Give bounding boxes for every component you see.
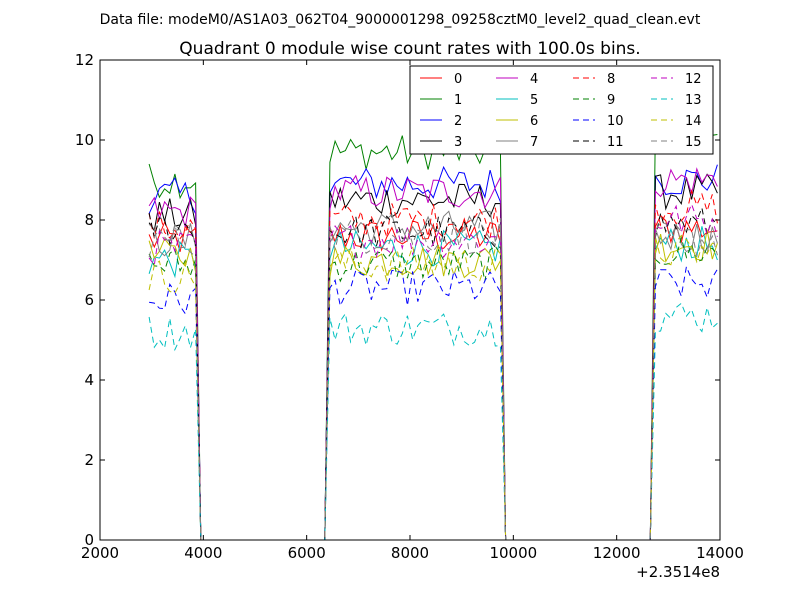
series-line-0: [148, 214, 718, 541]
series-line-3: [148, 173, 718, 541]
series-line-14: [148, 234, 718, 541]
x-tick-label: 12000: [593, 544, 641, 562]
x-offset-label: +2.3514e8: [636, 563, 720, 581]
y-tick-label: 10: [75, 131, 94, 149]
series-line-2: [148, 164, 718, 541]
series-line-9: [148, 235, 718, 541]
series-line-10: [149, 264, 718, 541]
legend-label-11: 11: [607, 135, 624, 150]
series-line-11: [148, 206, 718, 541]
legend-label-7: 7: [530, 135, 538, 150]
y-tick-label: 8: [84, 211, 94, 229]
x-tick-label: 2000: [81, 544, 119, 562]
legend-label-4: 4: [530, 72, 538, 87]
x-tick-label: 14000: [696, 544, 744, 562]
y-tick-label: 12: [75, 51, 94, 69]
y-tick-label: 0: [84, 531, 94, 549]
legend-box: [409, 65, 714, 155]
legend-label-8: 8: [607, 72, 615, 87]
series-line-13: [148, 302, 718, 541]
legend-label-5: 5: [530, 93, 538, 108]
legend-label-2: 2: [454, 114, 462, 129]
legend-label-10: 10: [607, 114, 624, 129]
legend-label-6: 6: [530, 114, 538, 129]
legend-label-13: 13: [685, 93, 702, 108]
legend-label-3: 3: [454, 135, 462, 150]
suptitle: Data file: modeM0/AS1A03_062T04_90000012…: [100, 12, 701, 28]
legend-label-14: 14: [685, 114, 702, 129]
legend-label-9: 9: [607, 93, 615, 108]
x-tick-label: 6000: [288, 544, 326, 562]
legend-label-0: 0: [454, 72, 462, 87]
legend-label-15: 15: [685, 135, 702, 150]
legend-label-12: 12: [685, 72, 702, 87]
legend-label-1: 1: [454, 93, 462, 108]
series-lines: [148, 116, 718, 541]
chart-title: Quadrant 0 module wise count rates with …: [179, 39, 640, 59]
y-tick-label: 4: [84, 371, 94, 389]
series-line-12: [148, 202, 718, 541]
x-tick-label: 10000: [489, 544, 537, 562]
y-tick-label: 6: [84, 291, 94, 309]
x-tick-label: 8000: [391, 544, 429, 562]
y-tick-label: 2: [84, 451, 94, 469]
x-tick-label: 4000: [184, 544, 222, 562]
